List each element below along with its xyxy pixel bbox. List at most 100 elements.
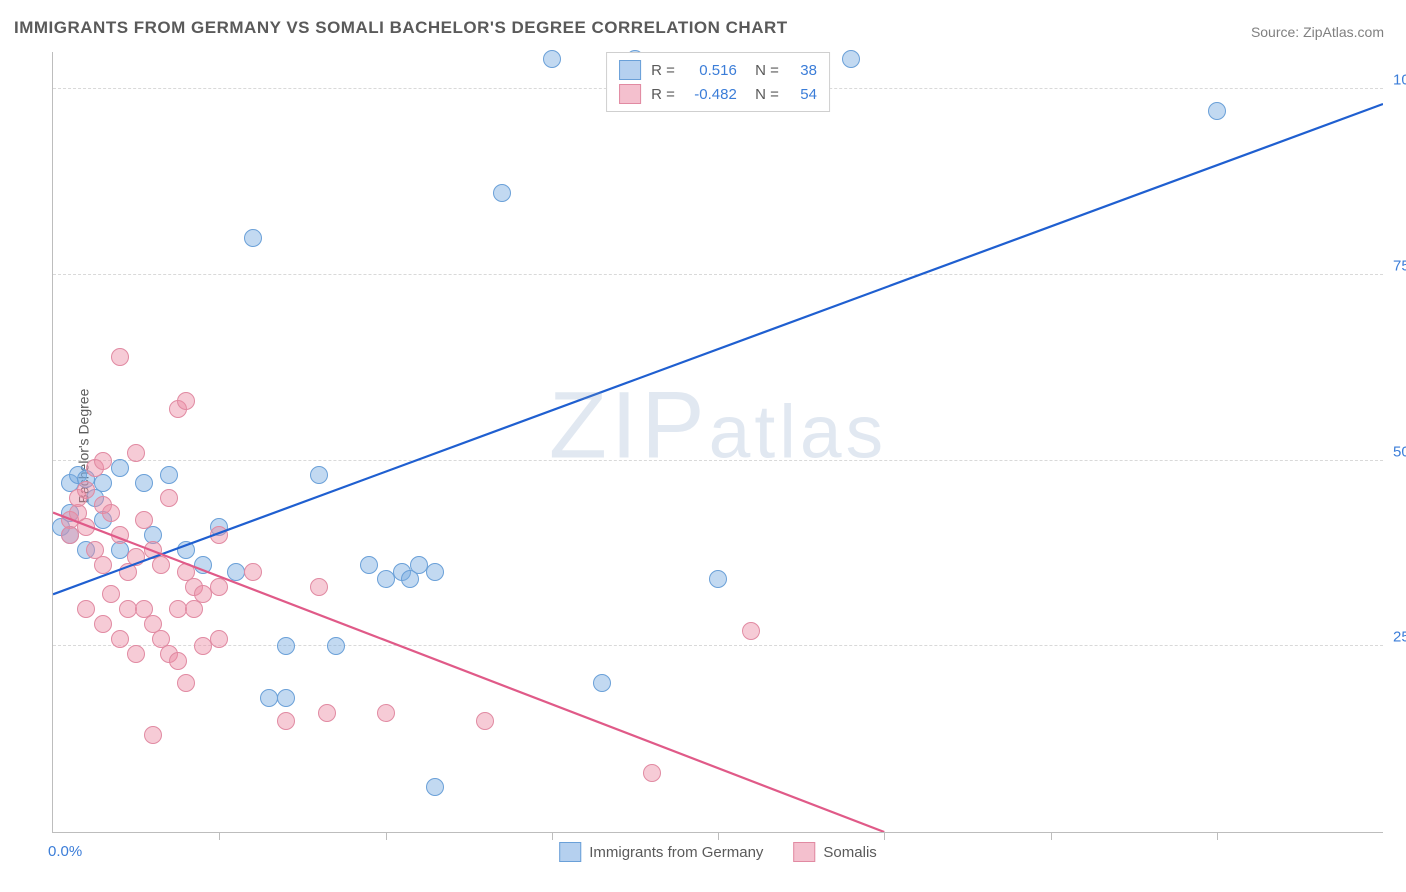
- trend-line: [53, 104, 1383, 594]
- scatter-point: [410, 556, 428, 574]
- scatter-point: [709, 570, 727, 588]
- scatter-point: [169, 600, 187, 618]
- y-tick-label: 75.0%: [1393, 257, 1406, 274]
- scatter-plot-area: ZIPatlas R = 0.516 N = 38 R = -0.482 N =…: [52, 52, 1383, 833]
- scatter-point: [127, 548, 145, 566]
- tick-x: [552, 832, 553, 840]
- scatter-point: [1208, 102, 1226, 120]
- legend-item-germany: Immigrants from Germany: [559, 842, 763, 862]
- swatch-somalis-icon: [793, 842, 815, 862]
- scatter-point: [493, 184, 511, 202]
- legend-bottom: Immigrants from Germany Somalis: [559, 842, 877, 862]
- scatter-point: [277, 637, 295, 655]
- r-value-somalis: -0.482: [685, 86, 737, 103]
- trend-line: [53, 513, 884, 832]
- swatch-somalis: [619, 84, 641, 104]
- scatter-point: [160, 466, 178, 484]
- scatter-point: [119, 600, 137, 618]
- n-label: N =: [747, 62, 779, 79]
- scatter-point: [127, 645, 145, 663]
- scatter-point: [318, 704, 336, 722]
- scatter-point: [426, 563, 444, 581]
- scatter-point: [127, 444, 145, 462]
- scatter-point: [77, 518, 95, 536]
- scatter-point: [244, 563, 262, 581]
- scatter-point: [327, 637, 345, 655]
- scatter-point: [94, 556, 112, 574]
- tick-x: [718, 832, 719, 840]
- scatter-point: [310, 578, 328, 596]
- x-axis-min-label: 0.0%: [48, 843, 82, 860]
- scatter-point: [177, 541, 195, 559]
- scatter-point: [593, 674, 611, 692]
- scatter-point: [277, 689, 295, 707]
- r-label: R =: [651, 86, 675, 103]
- legend-row-somalis: R = -0.482 N = 54: [619, 82, 817, 106]
- scatter-point: [194, 585, 212, 603]
- scatter-point: [135, 511, 153, 529]
- legend-label-germany: Immigrants from Germany: [589, 844, 763, 861]
- tick-x: [1051, 832, 1052, 840]
- swatch-germany-icon: [559, 842, 581, 862]
- scatter-point: [111, 459, 129, 477]
- r-label: R =: [651, 62, 675, 79]
- r-value-germany: 0.516: [685, 62, 737, 79]
- scatter-point: [244, 229, 262, 247]
- scatter-point: [94, 452, 112, 470]
- chart-title: IMMIGRANTS FROM GERMANY VS SOMALI BACHEL…: [14, 18, 788, 38]
- scatter-point: [476, 712, 494, 730]
- source-label: Source: ZipAtlas.com: [1251, 24, 1384, 40]
- legend-label-somalis: Somalis: [823, 844, 876, 861]
- tick-x: [386, 832, 387, 840]
- n-value-germany: 38: [789, 62, 817, 79]
- scatter-point: [160, 489, 178, 507]
- scatter-point: [360, 556, 378, 574]
- scatter-point: [842, 50, 860, 68]
- scatter-point: [77, 481, 95, 499]
- swatch-germany: [619, 60, 641, 80]
- legend-item-somalis: Somalis: [793, 842, 876, 862]
- scatter-point: [210, 630, 228, 648]
- scatter-point: [643, 764, 661, 782]
- scatter-point: [111, 630, 129, 648]
- scatter-point: [102, 585, 120, 603]
- n-label: N =: [747, 86, 779, 103]
- scatter-point: [377, 570, 395, 588]
- n-value-somalis: 54: [789, 86, 817, 103]
- tick-x: [1217, 832, 1218, 840]
- scatter-point: [310, 466, 328, 484]
- legend-row-germany: R = 0.516 N = 38: [619, 58, 817, 82]
- gridline-h: [53, 460, 1383, 461]
- y-tick-label: 50.0%: [1393, 443, 1406, 460]
- scatter-point: [94, 615, 112, 633]
- legend-stats-box: R = 0.516 N = 38 R = -0.482 N = 54: [606, 52, 830, 112]
- scatter-point: [135, 474, 153, 492]
- scatter-point: [111, 526, 129, 544]
- scatter-point: [152, 556, 170, 574]
- y-tick-label: 100.0%: [1393, 72, 1406, 89]
- scatter-point: [111, 348, 129, 366]
- scatter-point: [426, 778, 444, 796]
- trend-lines-layer: [53, 52, 1383, 832]
- scatter-point: [227, 563, 245, 581]
- watermark-text: ZIPatlas: [549, 372, 887, 481]
- scatter-point: [177, 674, 195, 692]
- gridline-h: [53, 645, 1383, 646]
- scatter-point: [210, 526, 228, 544]
- scatter-point: [210, 578, 228, 596]
- y-tick-label: 25.0%: [1393, 629, 1406, 646]
- scatter-point: [742, 622, 760, 640]
- tick-x: [884, 832, 885, 840]
- scatter-point: [77, 600, 95, 618]
- scatter-point: [177, 392, 195, 410]
- scatter-point: [277, 712, 295, 730]
- scatter-point: [260, 689, 278, 707]
- scatter-point: [102, 504, 120, 522]
- scatter-point: [543, 50, 561, 68]
- scatter-point: [194, 637, 212, 655]
- scatter-point: [169, 652, 187, 670]
- gridline-h: [53, 274, 1383, 275]
- scatter-point: [61, 526, 79, 544]
- tick-x: [219, 832, 220, 840]
- scatter-point: [194, 556, 212, 574]
